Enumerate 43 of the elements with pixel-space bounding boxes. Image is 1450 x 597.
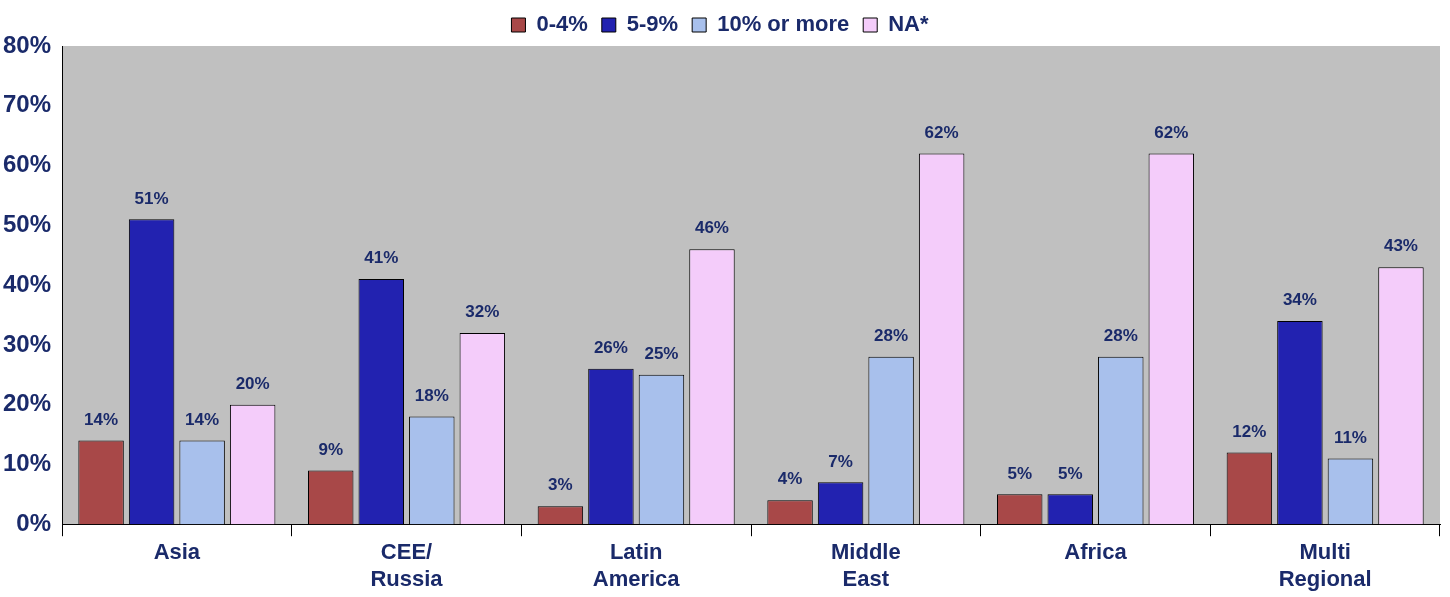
data-label: 14% — [185, 409, 220, 429]
y-tick-label: 50% — [2, 209, 52, 237]
y-tick-label: 40% — [2, 269, 52, 297]
data-label: 7% — [828, 451, 853, 471]
x-tick-label: Multi Regional — [1278, 539, 1372, 591]
x-tick-label: Latin America — [592, 539, 681, 591]
x-tick-label: Asia — [153, 539, 201, 565]
data-label: 43% — [1383, 236, 1418, 256]
data-label: 62% — [1154, 122, 1189, 142]
legend-label: 5-9% — [626, 11, 679, 37]
y-tick-label: 30% — [2, 329, 52, 357]
data-label: 41% — [364, 248, 399, 268]
legend-label: NA* — [888, 11, 929, 37]
data-label: 62% — [924, 122, 959, 142]
data-label: 5% — [1007, 463, 1033, 483]
y-tick-label: 80% — [2, 30, 52, 58]
data-label: 3% — [548, 475, 573, 495]
data-label: 14% — [84, 409, 119, 429]
data-label: 20% — [235, 373, 270, 393]
data-label: 18% — [414, 385, 449, 405]
x-tick-label: Africa — [1064, 539, 1128, 565]
legend-label: 0-4% — [536, 11, 588, 37]
data-label: 11% — [1333, 427, 1367, 447]
data-label: 4% — [777, 469, 803, 489]
legend-label: 10% or more — [717, 11, 850, 37]
data-label: 51% — [134, 188, 169, 208]
data-label: 32% — [465, 302, 500, 322]
data-label: 46% — [694, 218, 729, 238]
data-label: 28% — [1103, 326, 1138, 346]
y-tick-label: 20% — [2, 389, 52, 417]
data-label: 12% — [1232, 421, 1267, 441]
data-label: 28% — [874, 326, 909, 346]
data-label: 34% — [1282, 290, 1317, 310]
y-tick-label: 70% — [2, 90, 52, 118]
data-label: 5% — [1057, 463, 1083, 483]
x-tick-label: Middle East — [831, 539, 901, 591]
data-label: 26% — [593, 337, 628, 357]
y-tick-label: 60% — [2, 150, 52, 178]
y-tick-label: 0% — [16, 508, 52, 536]
x-tick-label: CEE/ Russia — [370, 539, 444, 591]
y-tick-label: 10% — [2, 449, 52, 477]
data-label: 9% — [318, 439, 344, 459]
data-label: 25% — [644, 343, 679, 363]
